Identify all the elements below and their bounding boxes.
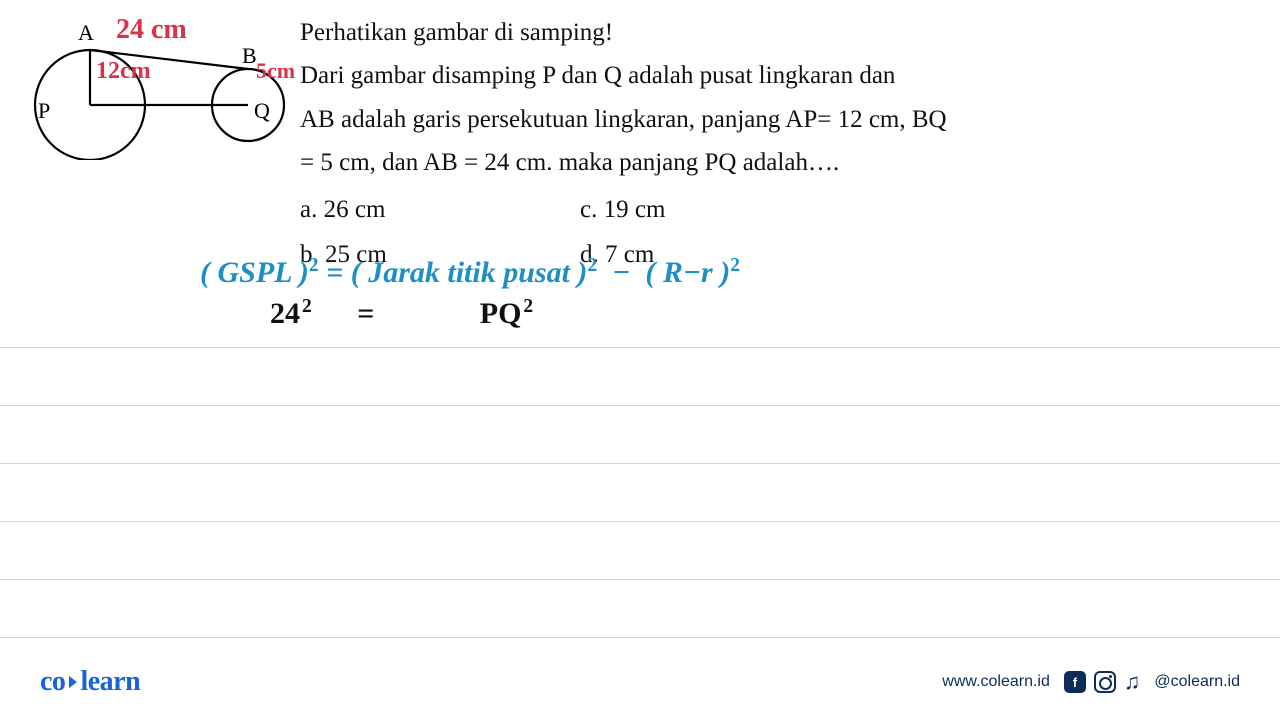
problem-line-1: Perhatikan gambar di samping! xyxy=(300,12,1270,53)
footer: colearn www.colearn.id f ♫ @colearn.id xyxy=(0,666,1280,698)
option-c: c. 19 cm xyxy=(580,189,860,230)
problem-line-3: AB adalah garis persekutuan lingkaran, p… xyxy=(300,99,1270,140)
problem-statement: Perhatikan gambar di samping! Dari gamba… xyxy=(300,12,1270,280)
annotation-ab: 24 cm xyxy=(116,14,187,46)
colearn-logo: colearn xyxy=(40,666,140,698)
ruled-paper-lines xyxy=(0,290,1280,638)
label-B: B xyxy=(242,43,257,68)
instagram-icon xyxy=(1094,671,1116,693)
footer-handle: @colearn.id xyxy=(1154,673,1240,691)
footer-right: www.colearn.id f ♫ @colearn.id xyxy=(942,669,1240,695)
work-area: ( GSPL )2 = ( Jarak titik pusat )2 − ( R… xyxy=(200,255,1100,331)
option-a: a. 26 cm xyxy=(300,189,580,230)
label-A: A xyxy=(78,20,94,45)
social-icons: f ♫ xyxy=(1064,669,1141,695)
tiktok-icon: ♫ xyxy=(1124,669,1141,695)
annotation-ap: 12cm xyxy=(96,58,151,85)
facebook-icon: f xyxy=(1064,671,1086,693)
footer-url: www.colearn.id xyxy=(942,673,1050,691)
logo-triangle-icon xyxy=(69,676,77,688)
label-Q: Q xyxy=(254,98,270,123)
substitution-black: 242 = PQ2 xyxy=(270,296,1100,331)
label-P: P xyxy=(38,98,50,123)
problem-line-2: Dari gambar disamping P dan Q adalah pus… xyxy=(300,55,1270,96)
annotation-bq: 5cm xyxy=(256,58,295,84)
problem-line-4: = 5 cm, dan AB = 24 cm. maka panjang PQ … xyxy=(300,142,1270,183)
formula-blue: ( GSPL )2 = ( Jarak titik pusat )2 − ( R… xyxy=(200,255,1100,290)
geometry-diagram: A B P Q 24 cm 12cm 5cm xyxy=(20,10,290,150)
